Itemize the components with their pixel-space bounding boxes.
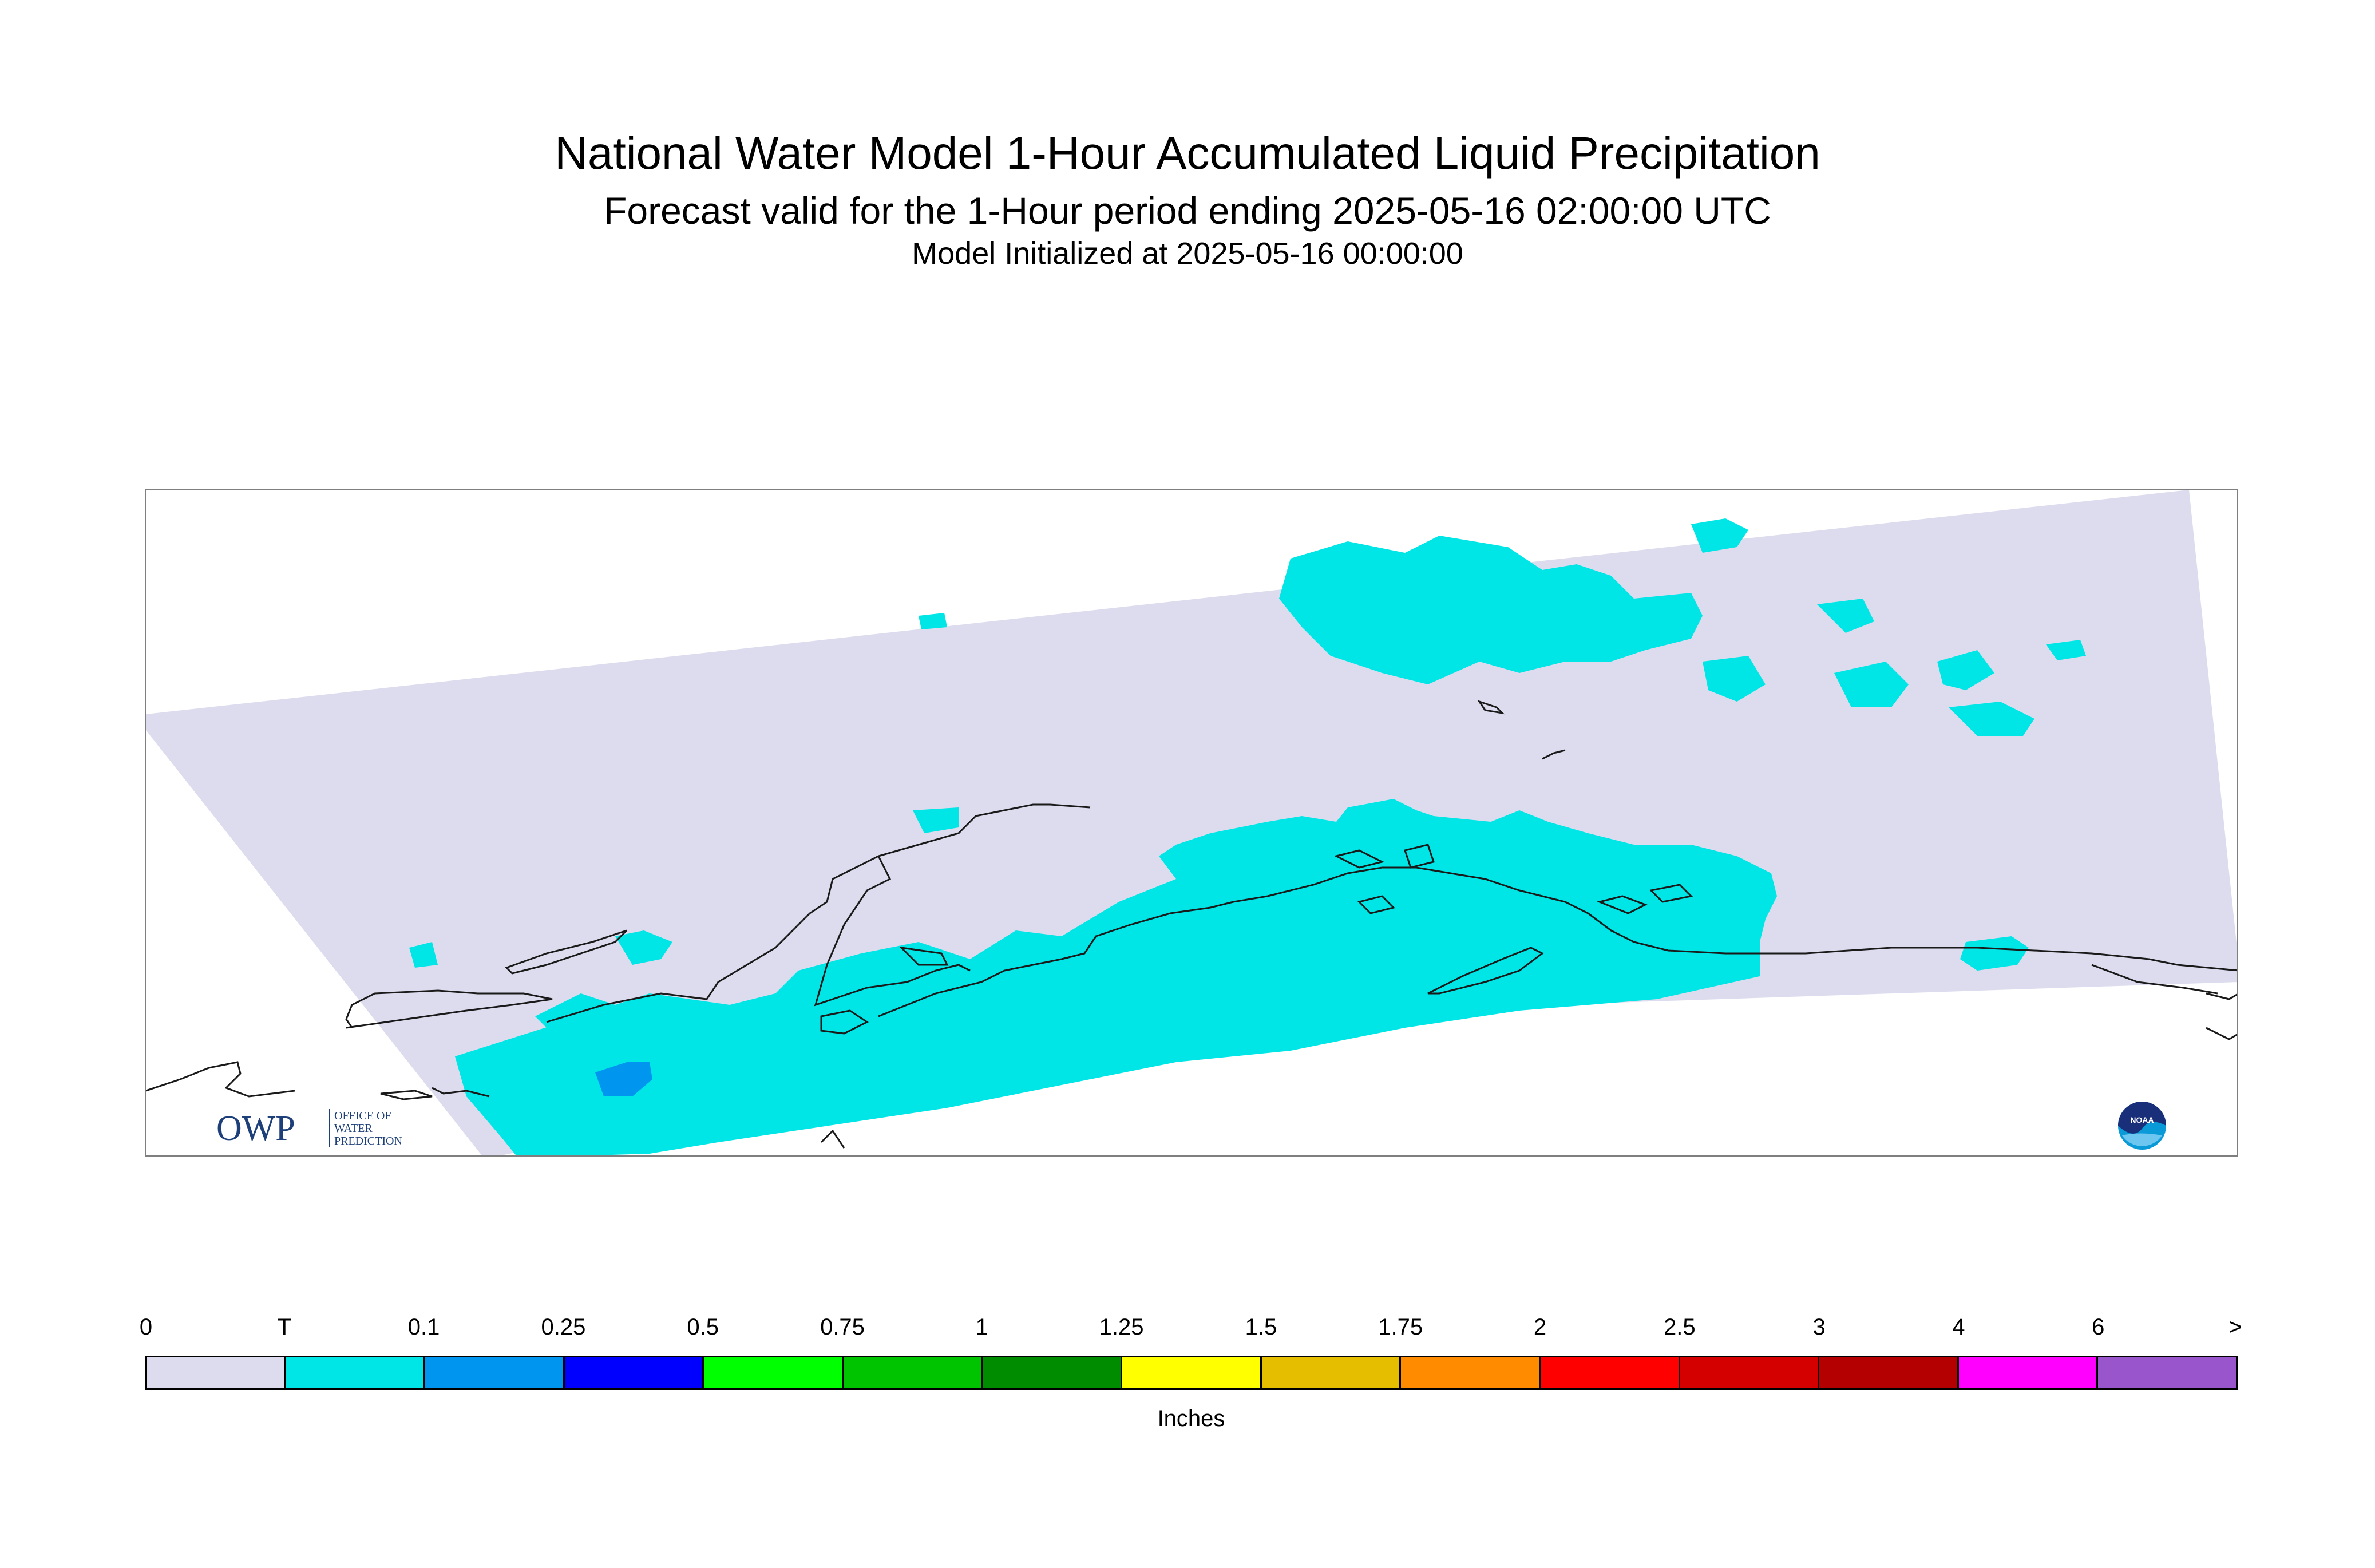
noaa-logo: NOAA [2118,1102,2166,1150]
model-init-line: Model Initialized at 2025-05-16 00:00:00 [912,236,1463,271]
owp-line-1: OFFICE OF [334,1110,391,1122]
legend-swatch [1122,1357,1262,1388]
legend-tick-label: 1 [975,1314,988,1340]
legend-swatch [425,1357,565,1388]
legend-swatch [843,1357,983,1388]
color-legend: 0 T 0.1 0.25 0.5 0.75 1 1.25 1.5 1.75 2 2.5 3 4 6 > Inc… [140,1314,2242,1435]
legend-tick-label: 3 [1812,1314,1826,1340]
legend-tick-label: 2.5 [1663,1314,1696,1340]
legend-tick-label: 0.25 [541,1314,586,1340]
legend-swatch [2098,1357,2236,1388]
legend-swatch [286,1357,426,1388]
legend-tick-label: > [2228,1314,2242,1340]
legend-swatch [1261,1357,1402,1388]
noaa-mark: NOAA [2130,1115,2154,1124]
legend-swatch [1958,1357,2099,1388]
legend-tick-label: 4 [1952,1314,1965,1340]
legend-tick-label: 1.25 [1099,1314,1144,1340]
legend-swatch [1540,1357,1680,1388]
owp-line-3: PREDICTION [334,1135,402,1147]
legend-tick-label: T [277,1314,292,1340]
legend-tick-label: 0.1 [407,1314,440,1340]
legend-tick-label: 1.75 [1378,1314,1423,1340]
model-domain [146,490,2237,1155]
legend-swatch [704,1357,844,1388]
legend-tick-label: 1.5 [1245,1314,1277,1340]
legend-tick-label: 0.75 [820,1314,865,1340]
owp-logo: OWP OFFICE OF WATER PREDICTION [216,1109,402,1148]
legend-units: Inches [1157,1406,1225,1431]
precip-trace-areas [409,518,2086,1155]
owp-mark: OWP [216,1109,295,1148]
precipitation-map [145,489,2238,1157]
precip-light-area [595,1062,652,1096]
coastlines [146,700,2237,1149]
map-title: National Water Model 1-Hour Accumulated … [555,128,1820,179]
legend-swatch [983,1357,1123,1388]
legend-tick-label: 0.5 [687,1314,719,1340]
legend-swatch [1401,1357,1541,1388]
legend-tick-label: 2 [1533,1314,1547,1340]
legend-swatch [147,1357,286,1388]
map-subtitle: Forecast valid for the 1-Hour period end… [604,189,1771,232]
legend-swatch [1819,1357,1959,1388]
legend-tick-label: 6 [2092,1314,2105,1340]
legend-tick-label: 0 [139,1314,153,1340]
legend-bar [145,1356,2238,1390]
legend-swatch [1680,1357,1820,1388]
owp-line-2: WATER [334,1122,373,1135]
legend-swatch [564,1357,704,1388]
